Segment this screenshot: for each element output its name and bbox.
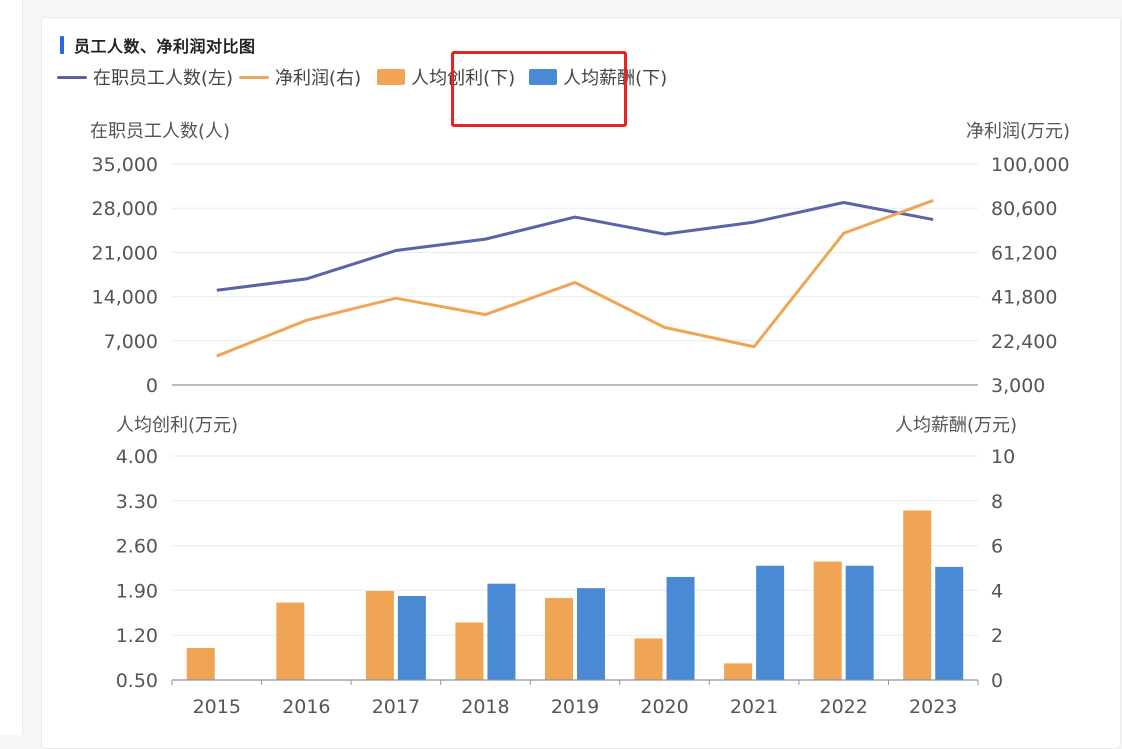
top-right-tick-label: 22,400 [991, 331, 1057, 353]
top-left-tick-label: 35,000 [92, 154, 158, 176]
profit-per-capita-bar [545, 598, 573, 680]
x-axis-year-label: 2019 [551, 696, 599, 718]
bottom-left-tick-label: 1.20 [116, 625, 158, 647]
profit-per-capita-bar [903, 510, 931, 680]
x-axis-year-label: 2021 [730, 696, 778, 718]
top-right-tick-label: 61,200 [991, 242, 1057, 264]
top-left-tick-label: 7,000 [104, 331, 158, 353]
profit-per-capita-bar [455, 622, 483, 680]
bottom-right-tick-label: 6 [991, 536, 1003, 558]
net-profit-line [217, 200, 933, 356]
bottom-left-tick-label: 4.00 [116, 446, 158, 468]
salary-per-capita-bar [398, 596, 426, 680]
x-axis-year-label: 2023 [909, 696, 957, 718]
x-axis-year-label: 2017 [372, 696, 420, 718]
staff-count-line [217, 203, 933, 291]
bottom-right-tick-label: 0 [991, 670, 1003, 692]
bottom-right-tick-label: 2 [991, 625, 1003, 647]
profit-per-capita-bar [635, 638, 663, 680]
salary-per-capita-bar [487, 584, 515, 680]
bottom-left-tick-label: 0.50 [116, 670, 158, 692]
top-right-axis-title: 净利润(万元) [966, 121, 1070, 142]
profit-per-capita-bar [814, 562, 842, 680]
bottom-left-tick-label: 2.60 [116, 536, 158, 558]
bottom-right-axis-title: 人均薪酬(万元) [895, 415, 1017, 436]
profit-per-capita-bar [276, 603, 304, 680]
salary-per-capita-bar [756, 566, 784, 680]
top-right-tick-label: 3,000 [991, 375, 1045, 397]
top-left-tick-label: 0 [146, 375, 158, 397]
x-axis-year-label: 2018 [461, 696, 509, 718]
bottom-right-tick-label: 10 [991, 446, 1015, 468]
x-axis-year-label: 2020 [640, 696, 688, 718]
salary-per-capita-bar [667, 577, 695, 680]
profit-per-capita-bar [724, 663, 752, 680]
bottom-right-tick-label: 4 [991, 580, 1003, 602]
top-right-tick-label: 41,800 [991, 287, 1057, 309]
top-left-tick-label: 21,000 [92, 242, 158, 264]
top-left-axis-title: 在职员工人数(人) [90, 121, 230, 142]
profit-per-capita-bar [187, 648, 215, 680]
salary-per-capita-bar [577, 588, 605, 680]
profit-per-capita-bar [366, 591, 394, 680]
bottom-left-tick-label: 3.30 [116, 491, 158, 513]
top-right-tick-label: 100,000 [991, 154, 1070, 176]
top-left-tick-label: 14,000 [92, 287, 158, 309]
bottom-left-tick-label: 1.90 [116, 580, 158, 602]
top-left-tick-label: 28,000 [92, 198, 158, 220]
bottom-left-axis-title: 人均创利(万元) [116, 415, 238, 436]
x-axis-year-label: 2022 [819, 696, 867, 718]
top-right-tick-label: 80,600 [991, 198, 1057, 220]
x-axis-year-label: 2015 [193, 696, 241, 718]
salary-per-capita-bar [846, 566, 874, 680]
x-axis-year-label: 2016 [282, 696, 330, 718]
bottom-right-tick-label: 8 [991, 491, 1003, 513]
salary-per-capita-bar [935, 567, 963, 680]
